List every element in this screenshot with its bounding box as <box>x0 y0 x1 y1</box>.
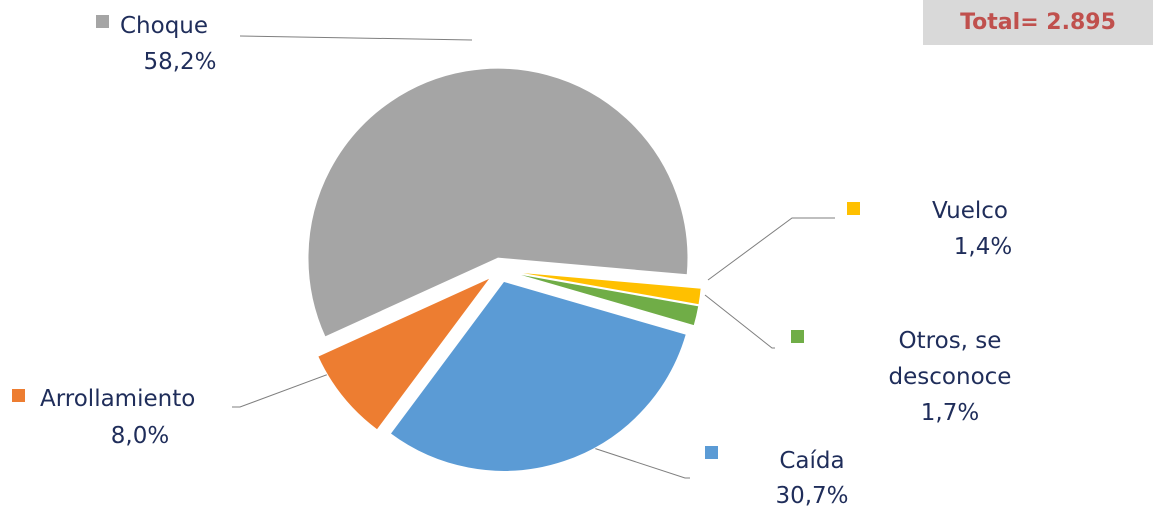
pie-slice <box>307 67 689 338</box>
leader-line <box>559 436 690 479</box>
pie-slice <box>511 271 702 306</box>
legend-marker <box>96 15 109 28</box>
pie-slice <box>511 272 700 327</box>
legend-marker <box>847 202 860 215</box>
slice-name: Arrollamiento <box>40 386 196 412</box>
leader-line <box>704 294 775 349</box>
slice-value: 58,2% <box>143 49 217 75</box>
leader-line <box>232 367 346 408</box>
slice-value: 30,7% <box>775 483 849 509</box>
legend-marker <box>791 330 804 343</box>
slice-value: 8,0% <box>110 423 170 449</box>
legend-marker <box>12 389 25 402</box>
leader-lines <box>232 35 835 479</box>
legend-marker <box>705 446 718 459</box>
slice-name: Otros, se desconoce <box>888 328 1012 390</box>
leader-line <box>707 217 835 281</box>
slice-name: Vuelco <box>931 198 1009 224</box>
pie-slice <box>389 280 687 472</box>
slice-value: 1,4% <box>953 234 1013 260</box>
leader-line <box>239 35 473 41</box>
pie-slice <box>317 277 492 431</box>
slice-name: Caída <box>779 448 845 474</box>
total-annotation: Total= 2.895 <box>923 0 1153 45</box>
slice-value: 1,7% <box>920 400 980 426</box>
slice-name: Choque <box>120 13 209 39</box>
